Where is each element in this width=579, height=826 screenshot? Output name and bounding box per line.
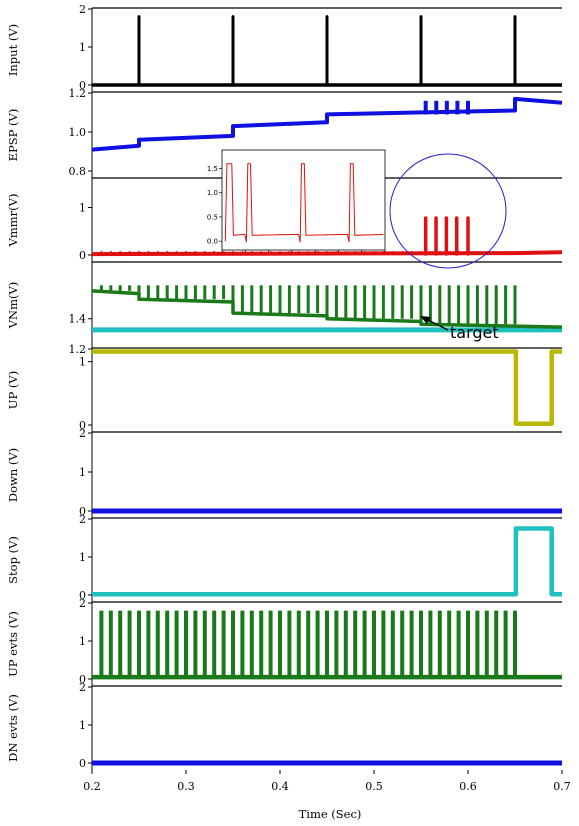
y-axis-label: Vmmr(V): [6, 194, 20, 248]
y-tick-label: 1: [79, 41, 86, 54]
y-tick-label: 0: [79, 79, 86, 92]
y-tick-label: 1.2: [69, 343, 87, 356]
y-tick-label: 1: [79, 356, 86, 369]
x-axis-label: Time (Sec): [299, 807, 362, 821]
y-tick-label: 0.8: [69, 165, 87, 178]
inset-y-tick-label: 1.5: [207, 165, 218, 173]
x-tick-label: 0.5: [365, 780, 383, 793]
y-tick-label: 1: [79, 466, 86, 479]
panel-2: 0.8 1.0 1.2 EPSP (V): [6, 87, 563, 178]
y-tick-label: 0: [79, 249, 86, 262]
y-tick-label: 0: [79, 757, 86, 770]
y-tick-label: 2: [79, 3, 86, 16]
y-tick-label: 1: [79, 551, 86, 564]
y-axis-label: VNm(V): [6, 282, 20, 330]
panel-4: 1.4 VNm(V): [6, 261, 563, 348]
y-tick-label: 2: [79, 427, 86, 440]
y-axis-label: Stop (V): [6, 536, 20, 584]
y-tick-label: 1: [79, 202, 86, 215]
inset-plot: 0.0 0.5 1.0 1.5: [207, 149, 386, 253]
y-axis-label: Input (V): [6, 24, 20, 76]
y-tick-label: 0: [79, 673, 86, 686]
inset-y-tick-label: 0.0: [207, 238, 218, 246]
highlight-circle: [389, 153, 507, 269]
y-axis-label: DN evts (V): [6, 694, 20, 762]
x-axis: 0.2 0.3 0.4 0.5 0.6 0.7: [83, 770, 571, 793]
y-axis-label: UP evts (V): [6, 611, 20, 677]
y-axis-label: Down (V): [6, 448, 20, 502]
panel-7: 0 1 2 Stop (V): [6, 513, 562, 602]
y-axis-label: UP (V): [6, 371, 20, 409]
x-tick-label: 0.4: [271, 780, 289, 793]
epsp-trace: [91, 96, 563, 152]
y-axis-label: EPSP (V): [6, 109, 20, 162]
y-tick-label: 2: [79, 513, 86, 526]
stop-trace: [92, 526, 562, 597]
y-tick-label: 1: [79, 635, 86, 648]
y-tick-label: 1: [79, 719, 86, 732]
inset-y-tick-label: 0.5: [207, 213, 218, 221]
target-label: target: [450, 323, 499, 342]
panel-6: 0 1 2 Down (V): [6, 427, 562, 518]
y-tick-label: 0: [79, 419, 86, 432]
panel-1: 0 1 2 Input (V): [6, 3, 562, 92]
annotations: target: [389, 153, 507, 342]
x-tick-label: 0.6: [459, 780, 477, 793]
y-tick-label: 2: [79, 681, 86, 694]
target-arrow-head: [420, 316, 431, 324]
panel-5: 0 11.2 UP (V): [6, 343, 562, 432]
panels: 0 1 2 Input (V) 0.8 1.0 1.2 EPSP (V) 0 1 Vmmr(V) 1.…: [6, 3, 563, 770]
y-tick-label: 0: [79, 589, 86, 602]
inset-trace: [224, 163, 384, 243]
y-tick-label: 1.4: [69, 313, 87, 326]
inset-y-tick-label: 1.0: [207, 189, 218, 197]
y-tick-label: 1.0: [69, 126, 87, 139]
y-tick-label: 0: [79, 505, 86, 518]
y-tick-label: 2: [79, 597, 86, 610]
panel-8: 0 1 2 UP evts (V): [6, 597, 562, 686]
inset-frame: [221, 149, 386, 251]
x-tick-label: 0.3: [177, 780, 195, 793]
y-tick-label: 1.2: [69, 87, 87, 100]
panel-9: 0 1 2 DN evts (V): [6, 681, 562, 770]
up-trace: [92, 349, 562, 426]
x-tick-label: 0.2: [83, 780, 101, 793]
x-tick-label: 0.7: [553, 780, 571, 793]
